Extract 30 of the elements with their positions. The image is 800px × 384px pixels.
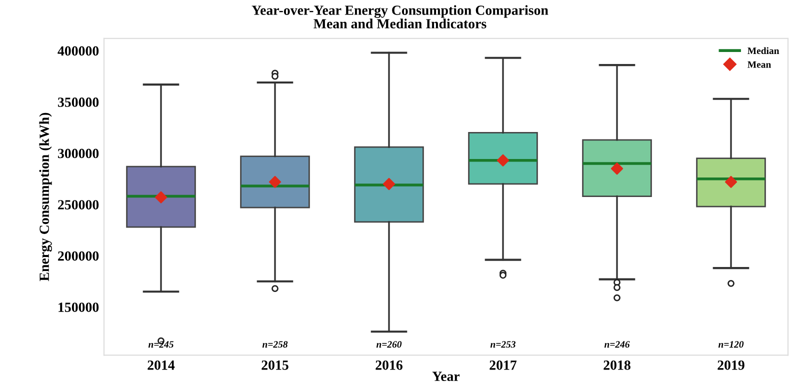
- legend-label: Mean: [748, 61, 771, 68]
- x-tick-label: 2019: [718, 360, 744, 370]
- y-tick-label: 300000: [58, 148, 99, 158]
- x-tick-label: 2018: [604, 360, 630, 370]
- annotation: n=258: [262, 341, 288, 348]
- y-axis-title: Energy Consumption (kWh): [39, 112, 52, 282]
- point: [268, 176, 282, 188]
- y-tick-label: 200000: [58, 251, 99, 261]
- point: [724, 176, 738, 188]
- chart-subtitle: Mean and Median Indicators: [314, 18, 486, 28]
- y-tick-label: 250000: [58, 200, 99, 210]
- annotation: n=245: [148, 341, 174, 348]
- y-tick-label: 400000: [58, 46, 99, 56]
- point: [382, 178, 396, 190]
- x-tick-label: 2014: [148, 360, 175, 370]
- annotation: n=246: [604, 341, 630, 348]
- y-tick-label: 150000: [58, 302, 99, 312]
- x-tick-label: 2015: [262, 360, 288, 370]
- chart-title: Year-over-Year Energy Consumption Comparison: [252, 5, 548, 18]
- x-axis-title: Year: [432, 372, 460, 382]
- point: [610, 162, 624, 175]
- y-tick-label: 350000: [58, 98, 99, 107]
- x-tick-label: 2016: [376, 360, 402, 370]
- point: [496, 154, 510, 166]
- annotation: n=120: [718, 341, 744, 348]
- point: [154, 191, 168, 204]
- x-tick-label: 2017: [490, 360, 517, 370]
- annotation: n=253: [490, 341, 516, 348]
- text: Median: [748, 47, 780, 54]
- annotation: n=260: [376, 341, 402, 348]
